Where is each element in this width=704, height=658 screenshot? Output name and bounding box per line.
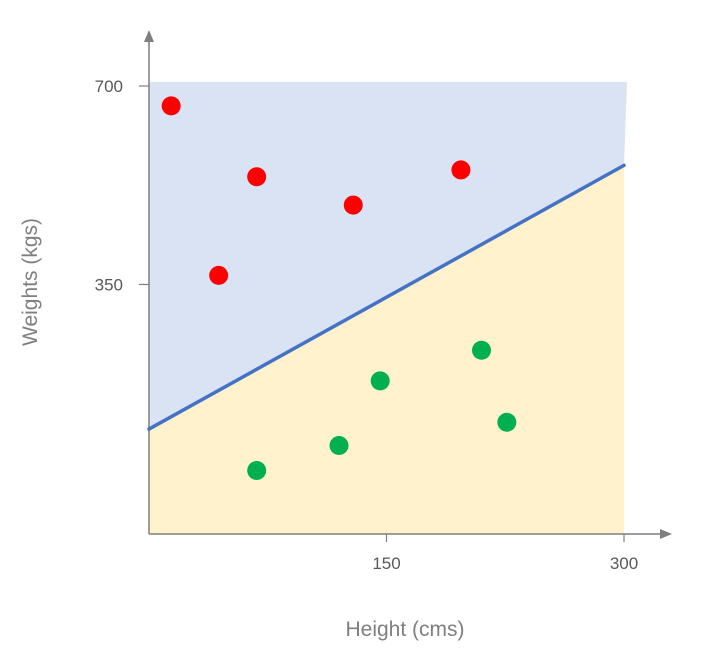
data-point <box>451 160 471 180</box>
boundary-layer <box>147 163 626 431</box>
data-point <box>329 436 349 456</box>
x-axis-arrow <box>660 529 672 539</box>
axes-layer <box>139 30 672 542</box>
data-point <box>370 371 390 391</box>
x-tick-label: 150 <box>372 554 400 573</box>
data-point <box>161 96 181 116</box>
labels-layer: 350 700 150 300 Height (cms) Weights (kgs) <box>19 77 638 641</box>
data-point <box>247 167 267 187</box>
data-point <box>209 265 229 285</box>
points-layer <box>161 96 517 480</box>
region-above <box>149 82 627 430</box>
data-point <box>343 195 363 215</box>
y-axis-title: Weights (kgs) <box>19 218 42 346</box>
regions-layer <box>149 82 627 535</box>
data-point <box>247 460 267 480</box>
x-tick-label: 300 <box>610 554 638 573</box>
data-point <box>497 412 517 432</box>
x-axis-title: Height (cms) <box>345 618 464 641</box>
y-axis-arrow <box>144 30 154 42</box>
decision-boundary-line <box>147 163 626 431</box>
y-tick-label: 350 <box>95 275 123 294</box>
data-point <box>472 340 491 360</box>
region-below <box>149 165 624 535</box>
y-tick-label: 700 <box>95 77 123 96</box>
